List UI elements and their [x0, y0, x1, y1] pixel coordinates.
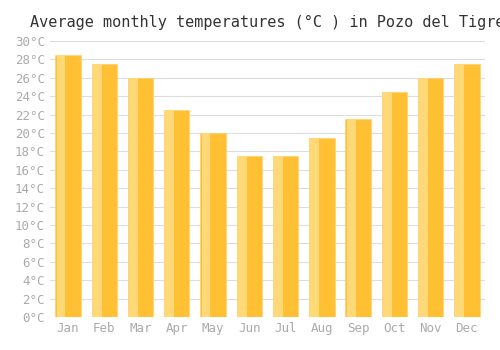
Bar	[310, 138, 320, 317]
Bar	[419, 78, 428, 317]
Bar	[166, 110, 174, 317]
Bar	[56, 55, 80, 317]
Bar	[383, 92, 392, 317]
Bar	[456, 64, 464, 317]
Bar	[236, 156, 262, 317]
Title: Average monthly temperatures (°C ) in Pozo del Tigre: Average monthly temperatures (°C ) in Po…	[30, 15, 500, 30]
Bar	[164, 110, 190, 317]
Bar	[309, 138, 334, 317]
Bar	[238, 156, 247, 317]
Bar	[56, 55, 66, 317]
Bar	[128, 78, 153, 317]
Bar	[93, 64, 102, 317]
Bar	[418, 78, 444, 317]
Bar	[346, 119, 356, 317]
Bar	[346, 119, 371, 317]
Bar	[129, 78, 138, 317]
Bar	[200, 133, 226, 317]
Bar	[202, 133, 210, 317]
Bar	[92, 64, 117, 317]
Bar	[273, 156, 298, 317]
Bar	[382, 92, 407, 317]
Bar	[454, 64, 479, 317]
Bar	[274, 156, 283, 317]
